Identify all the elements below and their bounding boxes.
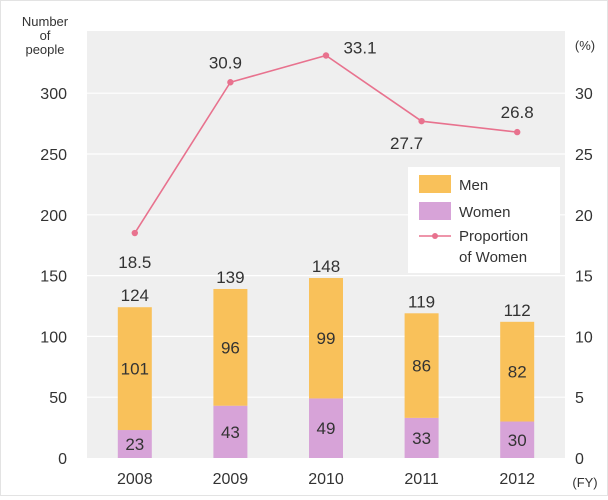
women-value-label: 49 [317,419,336,438]
bar-women [404,417,439,458]
men-value-label: 96 [221,338,240,357]
proportion-line [131,52,521,237]
y-left-tick-label: 300 [40,86,67,103]
men-value-label: 82 [508,363,527,382]
y-right-tick-label: 5 [575,390,584,407]
proportion-marker [418,117,425,125]
proportion-marker [514,128,521,136]
bar-men [117,307,152,431]
x-tick-label: 2012 [499,471,535,488]
legend-label-proportion-line1: Proportion [459,228,528,245]
y-right-tick-label: 20 [575,208,593,225]
data-labels: 124 101 23 139 96 43 148 99 49 119 86 33 112 82 30 18.5… [118,39,533,455]
proportion-value-label: 30.9 [209,53,242,72]
proportion-value-label: 26.8 [501,103,534,122]
proportion-marker [131,229,138,237]
y-left-axis-label-line: people [25,42,64,57]
bar-women [500,421,535,458]
y-left-tick-label: 200 [40,208,67,225]
proportion-marker [322,52,330,59]
legend-label-proportion-line2: of Women [459,249,527,266]
men-value-label: 86 [412,357,431,376]
legend-swatch-marker [432,233,438,239]
y-right-tick-label: 0 [575,451,584,468]
x-tick-label: 2008 [117,471,153,488]
total-label: 119 [408,292,435,311]
y-right-tick-label: 30 [575,86,593,103]
y-left-tick-label: 150 [40,269,67,286]
y-left-axis-label-line: Number [22,14,69,29]
bar-men [500,321,535,422]
y-left-tick-label: 0 [58,451,67,468]
axes: 0 50 100 150 200 250 300 0 5 10 15 20 25 30 2008 2009 20… [22,14,598,490]
legend-swatch-men [419,175,451,193]
women-value-label: 23 [125,435,144,454]
legend: Men Women Proportion of Women [408,167,560,273]
x-axis-label: (FY) [572,475,597,490]
y-left-tick-label: 50 [49,390,67,407]
x-tick-label: 2010 [308,471,344,488]
women-value-label: 33 [412,429,431,448]
women-value-label: 30 [508,431,527,450]
bar-men [213,288,248,406]
legend-label-men: Men [459,177,488,194]
legend-label-women: Women [459,204,510,221]
bar-women [309,398,343,458]
legend-swatch-women [419,202,451,220]
y-left-axis-label-line: of [40,28,51,43]
y-right-tick-label: 25 [575,147,593,164]
total-label: 124 [121,286,149,305]
y-left-tick-label: 100 [40,329,67,346]
bar-men [404,313,439,418]
y-right-tick-label: 10 [575,329,593,346]
men-value-label: 99 [317,329,336,348]
x-tick-label: 2009 [213,471,249,488]
bars [117,278,535,458]
bar-men [309,278,343,399]
proportion-value-label: 27.7 [390,134,423,153]
total-label: 112 [504,301,531,320]
y-left-tick-label: 250 [40,147,67,164]
bar-women [117,430,152,458]
y-right-tick-label: 15 [575,269,593,286]
women-value-label: 43 [221,423,240,442]
y-right-axis-label: (%) [575,38,595,53]
total-label: 148 [312,257,340,276]
proportion-marker [227,79,234,86]
total-label: 139 [216,268,244,287]
bar-women [213,405,248,458]
men-value-label: 101 [121,360,149,379]
proportion-value-label: 33.1 [343,39,376,58]
proportion-value-label: 18.5 [118,253,151,272]
x-tick-label: 2011 [404,471,439,488]
